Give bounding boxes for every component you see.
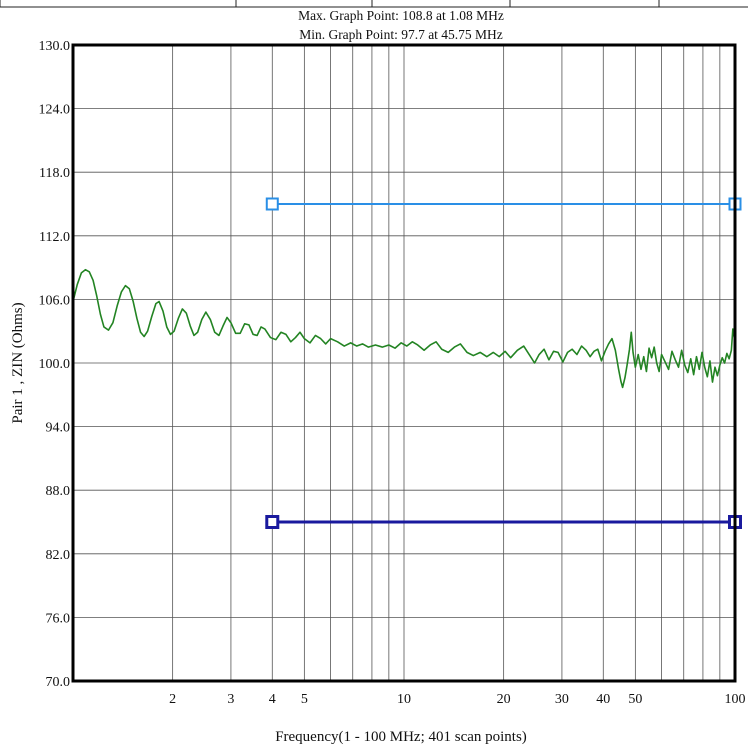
x-tick-label: 4 bbox=[269, 692, 276, 707]
x-axis-title: Frequency(1 - 100 MHz; 401 scan points) bbox=[275, 729, 527, 745]
x-tick-label: 30 bbox=[555, 692, 569, 707]
y-tick-label: 118.0 bbox=[39, 166, 70, 181]
y-tick-label: 94.0 bbox=[46, 421, 71, 436]
plot-frame bbox=[71, 43, 737, 683]
lower-limit-marker bbox=[265, 515, 280, 529]
y-tick-label: 76.0 bbox=[46, 611, 71, 626]
x-tick-label: 2 bbox=[169, 692, 176, 707]
header-table-fragment bbox=[0, 0, 748, 8]
series-line-pair-1-zin bbox=[72, 268, 736, 389]
min-graph-point: Min. Graph Point: 97.7 at 45.75 MHz bbox=[299, 27, 503, 42]
y-axis-title: Pair 1 , ZIN (Ohms) bbox=[10, 302, 26, 423]
y-tick-label: 124.0 bbox=[39, 103, 71, 118]
y-tick-labels: 70.0 76.0 82.0 88.0 94.0 100.0 106.0 112.0 118.0… bbox=[39, 39, 71, 690]
x-tick-label: 50 bbox=[628, 692, 642, 707]
x-tick-label: 5 bbox=[301, 692, 308, 707]
x-tick-label: 3 bbox=[227, 692, 234, 707]
upper-limit-marker bbox=[265, 197, 279, 211]
limit-lines bbox=[265, 197, 742, 529]
y-tick-label: 100.0 bbox=[39, 357, 71, 372]
x-tick-label: 10 bbox=[397, 692, 411, 707]
y-tick-label: 130.0 bbox=[39, 39, 71, 54]
y-tick-label: 82.0 bbox=[46, 548, 71, 563]
x-tick-label: 100 bbox=[725, 692, 746, 707]
x-tick-label: 40 bbox=[596, 692, 610, 707]
y-tick-label: 70.0 bbox=[46, 675, 71, 690]
max-graph-point: Max. Graph Point: 108.8 at 1.08 MHz bbox=[298, 8, 504, 23]
x-tick-labels: 2 3 4 5 10 20 30 40 50 100 bbox=[169, 692, 745, 707]
y-tick-label: 88.0 bbox=[46, 484, 71, 499]
series-layer bbox=[72, 268, 736, 389]
x-tick-label: 20 bbox=[497, 692, 511, 707]
y-tick-label: 106.0 bbox=[39, 293, 71, 308]
y-tick-label: 112.0 bbox=[39, 230, 70, 245]
